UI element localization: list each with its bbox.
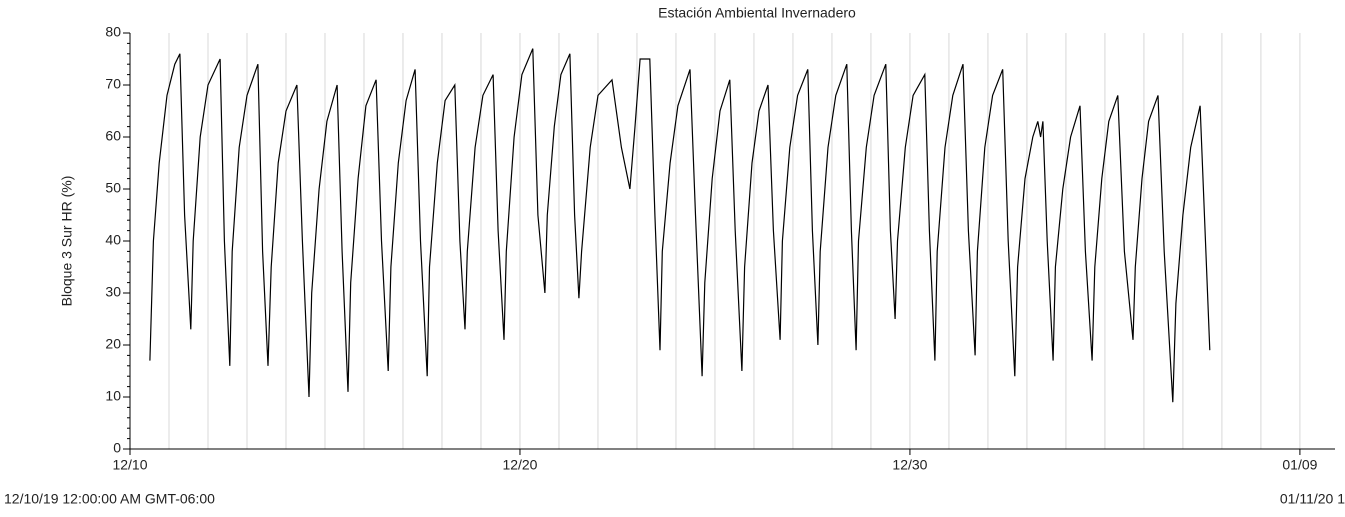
y-tick-label: 10	[105, 388, 121, 404]
y-tick-label: 30	[105, 284, 121, 300]
data-line	[149, 48, 1211, 403]
x-tick-label: 01/09	[1282, 457, 1317, 473]
y-tick-label: 20	[105, 336, 121, 352]
end-label: 01/11/20 1	[1280, 491, 1345, 507]
y-axis-label: Bloque 3 Sur HR (%)	[59, 176, 75, 307]
x-tick-label: 12/20	[502, 457, 537, 473]
y-tick-label: 60	[105, 128, 121, 144]
y-tick-label: 50	[105, 180, 121, 196]
x-tick-label: 12/30	[892, 457, 927, 473]
y-tick-label: 40	[105, 232, 121, 248]
x-tick-label: 12/10	[112, 457, 147, 473]
y-tick-label: 0	[113, 440, 121, 456]
chart-title: Estación Ambiental Invernadero	[658, 5, 856, 21]
y-tick-label: 70	[105, 76, 121, 92]
start-label: 12/10/19 12:00:00 AM GMT-06:00	[4, 491, 215, 507]
y-tick-label: 80	[105, 24, 121, 40]
